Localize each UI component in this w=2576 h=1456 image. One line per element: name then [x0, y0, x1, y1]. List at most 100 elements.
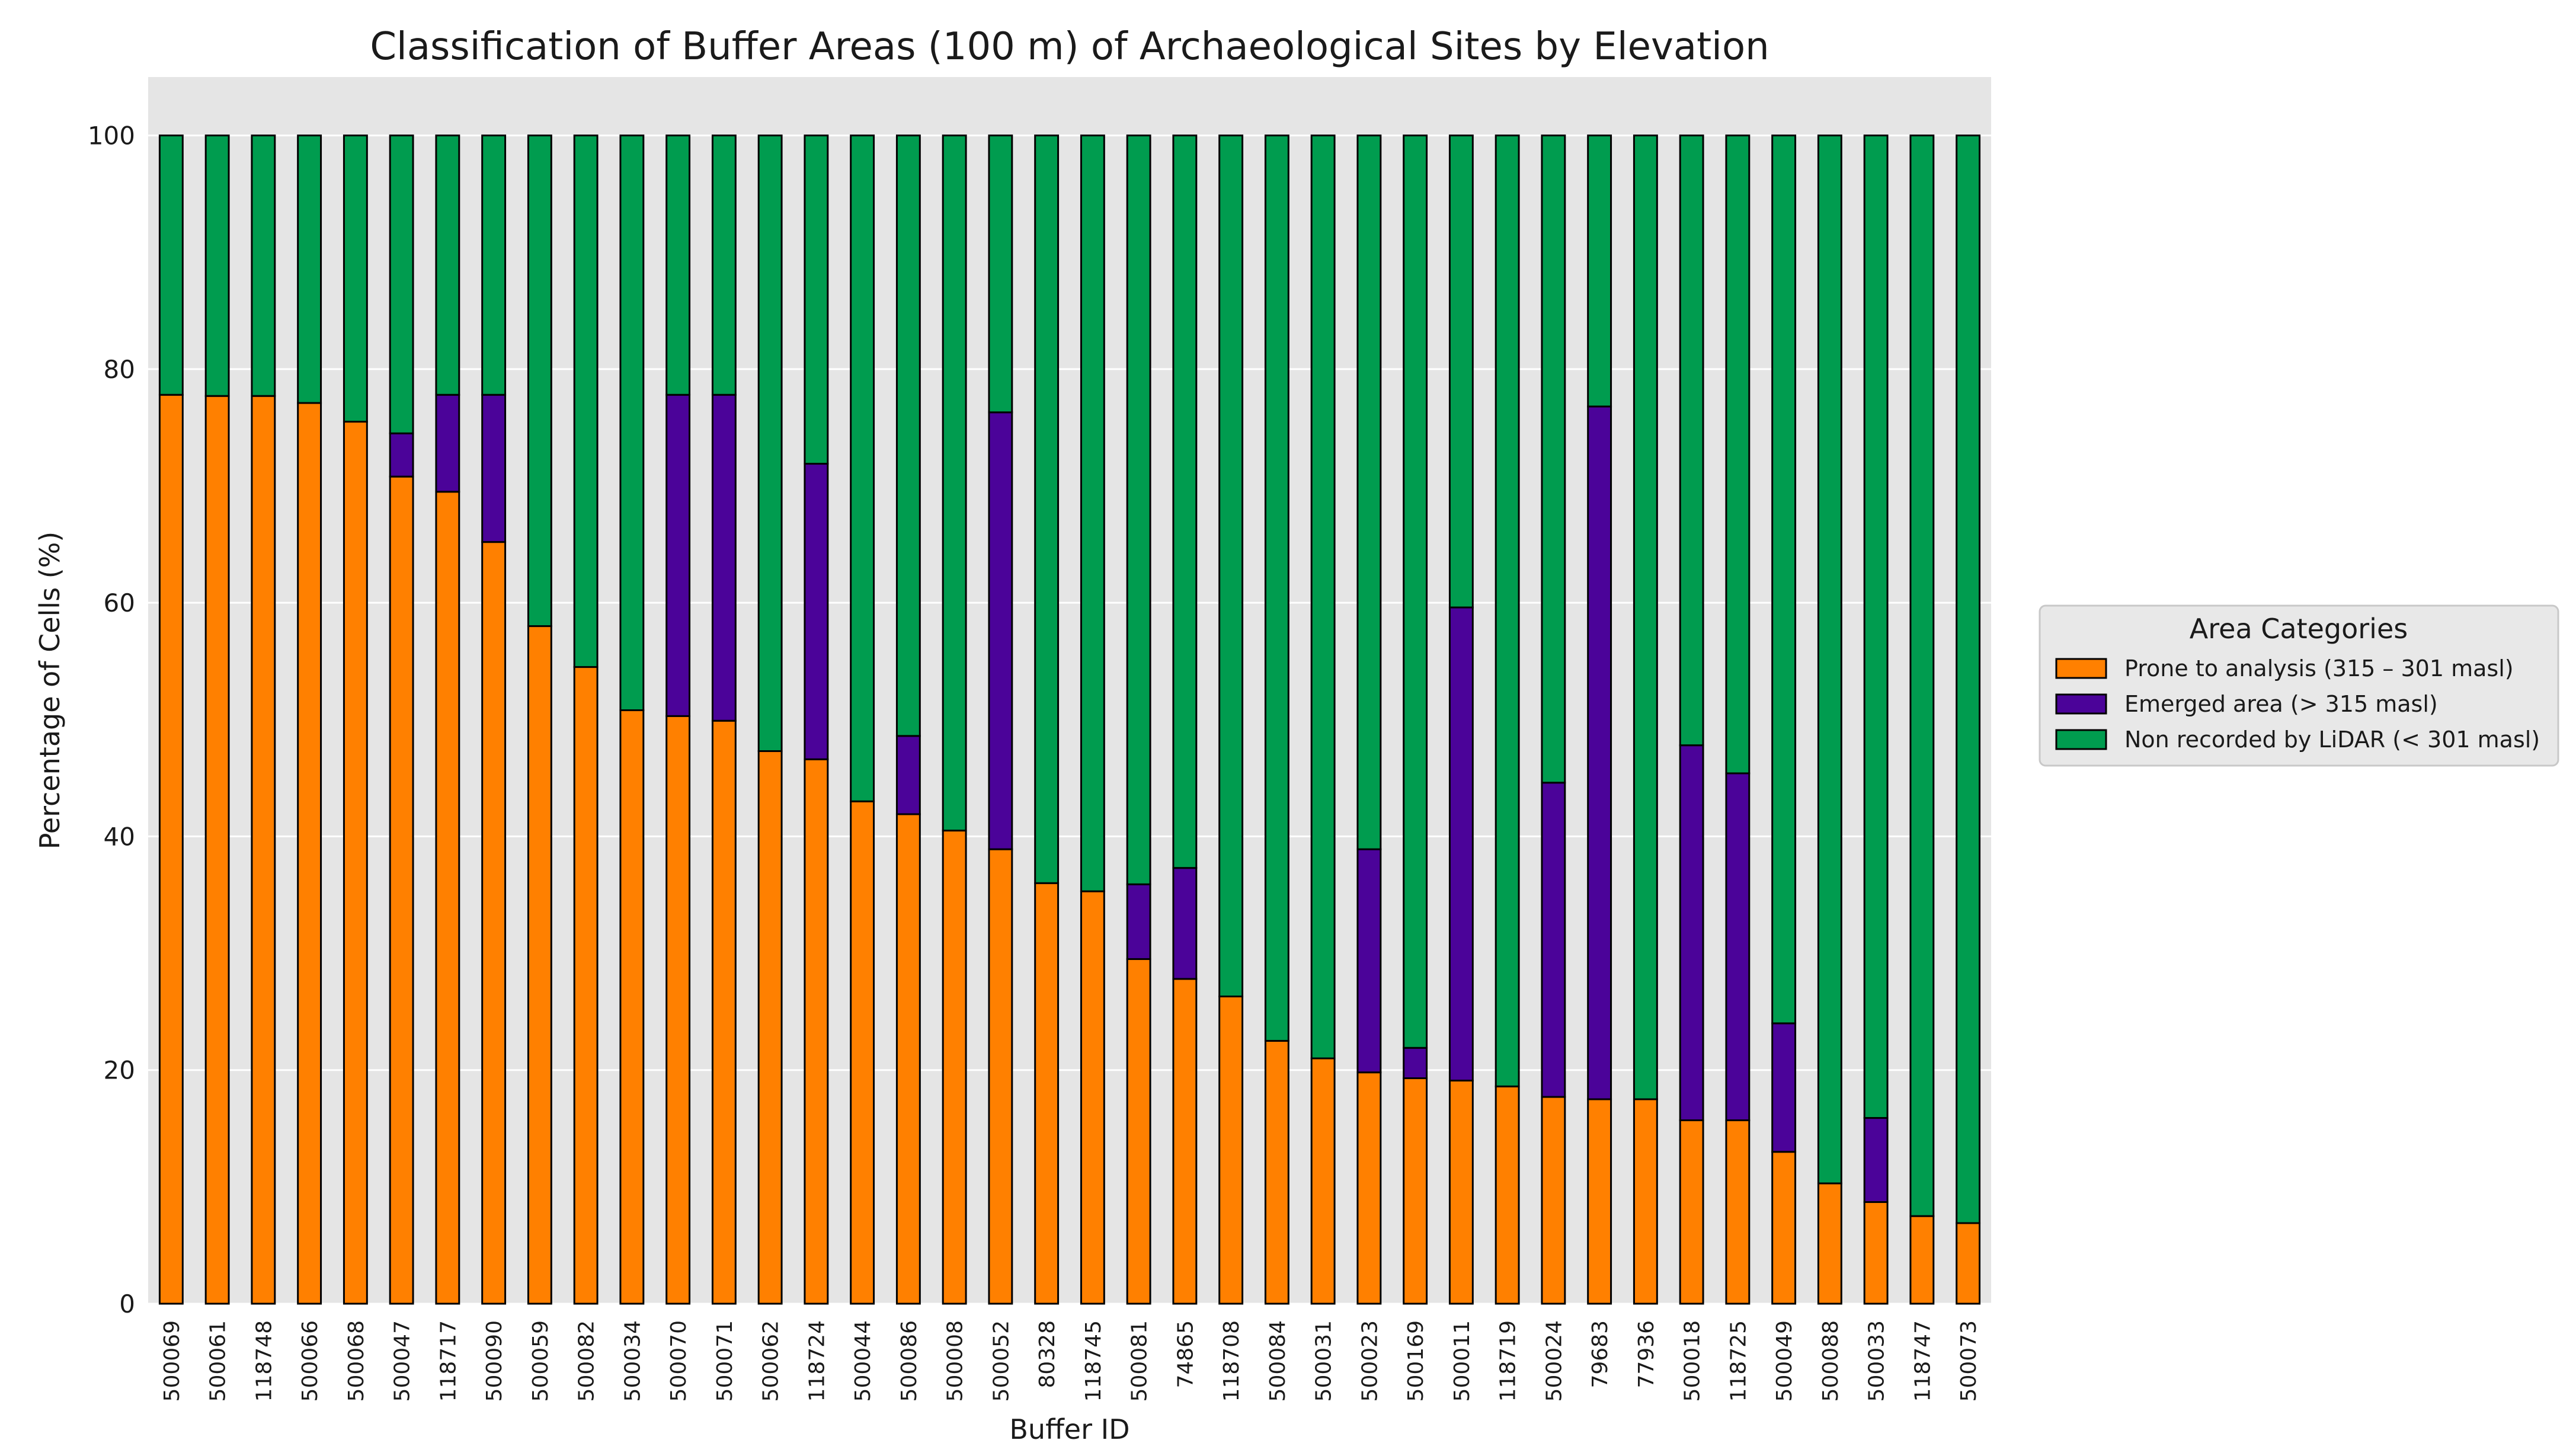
legend-box	[2039, 604, 2559, 767]
bar-segment	[435, 135, 460, 396]
bar-segment	[1034, 882, 1060, 1305]
bar-segment	[1356, 135, 1382, 850]
bar-segment	[1771, 135, 1797, 1025]
chart-title: Classification of Buffer Areas (100 m) o…	[370, 25, 1769, 69]
legend-swatch	[2055, 658, 2107, 679]
x-tick-label: 500044	[851, 1320, 875, 1401]
bar-segment	[850, 800, 875, 1305]
bar-segment	[988, 135, 1013, 414]
bar-segment	[158, 135, 184, 396]
y-tick-label: 20	[104, 1056, 135, 1085]
bar-segment	[1863, 135, 1889, 1119]
bar-segment	[1356, 848, 1382, 1074]
bar-segment	[895, 135, 921, 737]
bar-segment	[1863, 1117, 1889, 1203]
x-tick-label: 500023	[1358, 1320, 1382, 1401]
bar-segment	[297, 135, 322, 404]
bar-segment	[389, 432, 414, 478]
bar-segment	[389, 475, 414, 1305]
y-tick-label: 60	[104, 588, 135, 617]
bar-segment	[435, 491, 460, 1305]
bar-segment	[711, 135, 737, 396]
bar-segment	[619, 709, 645, 1305]
x-tick-label: 500008	[943, 1320, 968, 1401]
x-tick-label: 118725	[1726, 1320, 1751, 1401]
x-tick-label: 118719	[1496, 1320, 1521, 1401]
bar-segment	[804, 135, 829, 465]
bar-segment	[665, 393, 691, 717]
x-tick-label: 500011	[1450, 1320, 1474, 1401]
bar-segment	[481, 393, 507, 543]
bar-segment	[1587, 1098, 1612, 1305]
legend-title: Area Categories	[2190, 613, 2408, 645]
bar-segment	[895, 813, 921, 1305]
bar-segment	[942, 135, 967, 832]
bar-segment	[1587, 405, 1612, 1100]
x-tick-label: 77936	[1634, 1320, 1659, 1388]
bar-segment	[1034, 135, 1060, 884]
bar-segment	[1080, 890, 1105, 1305]
bar-segment	[481, 541, 507, 1305]
x-tick-label: 500031	[1312, 1320, 1336, 1401]
bar-segment	[1448, 1079, 1474, 1305]
bar-segment	[804, 463, 829, 760]
bar-segment	[1633, 1098, 1658, 1305]
x-tick-label: 118708	[1220, 1320, 1244, 1401]
bar-segment	[158, 393, 184, 1305]
bar-segment	[1356, 1071, 1382, 1305]
bar-segment	[1126, 883, 1151, 960]
legend: Area Categories Prone to analysis (315 –…	[2039, 604, 2559, 767]
bar-segment	[1310, 135, 1336, 1060]
y-axis-label: Percentage of Cells (%)	[34, 532, 66, 850]
legend-entry: Prone to analysis (315 – 301 masl)	[2124, 655, 2514, 681]
x-tick-labels: 500069 500061 118748 500066 500068 500047 1187…	[160, 1320, 1981, 1401]
bar-segment	[1725, 135, 1751, 775]
bar-segment	[1863, 1201, 1889, 1305]
x-tick-label: 500052	[989, 1320, 1013, 1401]
plot-area-background	[148, 77, 1991, 1304]
bar-segment	[1403, 135, 1428, 1049]
bar-segment	[573, 666, 599, 1305]
bar-segment	[204, 395, 230, 1305]
bar-segment	[1956, 135, 1981, 1224]
bar-segment	[895, 735, 921, 815]
bar-segment	[204, 135, 230, 397]
x-tick-label: 500073	[1957, 1320, 1981, 1401]
x-tick-label: 500024	[1542, 1320, 1566, 1401]
bar-segment	[1495, 135, 1520, 1087]
bar-segment	[711, 393, 737, 722]
bar-segment	[343, 135, 368, 423]
y-tick-label: 0	[119, 1289, 135, 1319]
x-tick-label: 118748	[252, 1320, 276, 1401]
x-tick-label: 80328	[1035, 1320, 1060, 1388]
bar-segment	[1909, 135, 1935, 1217]
y-tick-label: 40	[104, 822, 135, 851]
bar-segment	[343, 421, 368, 1305]
bar-segment	[1126, 958, 1151, 1305]
bar-segment	[1448, 606, 1474, 1081]
bar-segment	[1495, 1085, 1520, 1305]
x-tick-label: 500049	[1772, 1320, 1797, 1401]
bar-segment	[1956, 1222, 1981, 1305]
y-tick-label: 80	[104, 355, 135, 384]
bar-segment	[1633, 135, 1658, 1100]
bar-segment	[1264, 135, 1289, 1042]
bar-segment	[435, 393, 460, 493]
x-tick-label: 500071	[713, 1320, 737, 1401]
bar-segment	[1172, 135, 1198, 869]
x-tick-label: 500069	[160, 1320, 184, 1401]
x-tick-label: 500068	[344, 1320, 369, 1401]
legend-swatch	[2055, 729, 2107, 750]
bar-segment	[1403, 1077, 1428, 1305]
bar-segment	[1725, 1119, 1751, 1305]
y-tick-label: 100	[88, 121, 135, 151]
x-tick-label: 74865	[1173, 1320, 1198, 1388]
x-tick-label: 500047	[391, 1320, 415, 1401]
x-tick-label: 500086	[897, 1320, 921, 1401]
x-axis-label: Buffer ID	[1009, 1413, 1129, 1445]
bar-segment	[1909, 1215, 1935, 1305]
bar-segment	[1817, 1182, 1842, 1305]
bar-segment	[988, 411, 1013, 850]
bar-segment	[804, 758, 829, 1305]
